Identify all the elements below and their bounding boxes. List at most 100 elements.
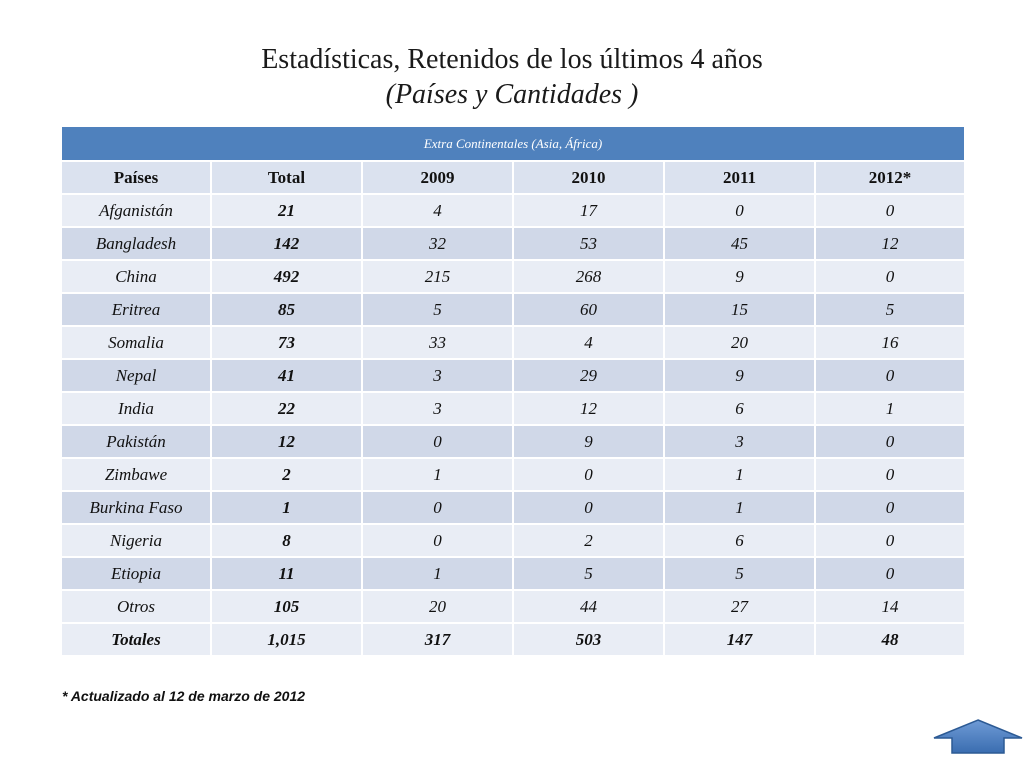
cell-total: 142 [210,226,363,261]
cell-country: Otros [60,589,212,624]
cell-2011: 20 [663,325,816,360]
cell-country: India [60,391,212,426]
cell-2009: 215 [361,259,514,294]
cell-country: Nepal [60,358,212,393]
footnote: * Actualizado al 12 de marzo de 2012 [62,688,306,704]
table-row: Afganistán 21 4 17 0 0 [60,193,966,228]
table-row: Nepal 41 3 29 9 0 [60,358,966,393]
table-row: Pakistán 12 0 9 3 0 [60,424,966,459]
cell-2009: 0 [361,523,514,558]
cell-2012: 0 [814,523,966,558]
cell-country: Burkina Faso [60,490,212,525]
table-header-row: Países Total 2009 2010 2011 2012* [60,160,966,195]
cell-2010: 12 [512,391,665,426]
cell-2010: 17 [512,193,665,228]
cell-2012: 5 [814,292,966,327]
cell-2009: 4 [361,193,514,228]
cell-country: China [60,259,212,294]
header-total: Total [210,160,363,195]
cell-country: Afganistán [60,193,212,228]
cell-total: 105 [210,589,363,624]
cell-2010: 9 [512,424,665,459]
table-row: Burkina Faso 1 0 0 1 0 [60,490,966,525]
cell-2010: 60 [512,292,665,327]
cell-2010: 29 [512,358,665,393]
cell-2009: 5 [361,292,514,327]
cell-2009: 1 [361,457,514,492]
cell-2012: 14 [814,589,966,624]
cell-2010: 4 [512,325,665,360]
cell-2012: 16 [814,325,966,360]
cell-2011: 9 [663,358,816,393]
cell-country: Etiopia [60,556,212,591]
table-row: Nigeria 8 0 2 6 0 [60,523,966,558]
header-2009: 2009 [361,160,514,195]
cell-2012: 0 [814,193,966,228]
title-line-2: (Países y Cantidades ) [385,79,639,110]
statistics-table: Extra Continentales (Asia, África) Paíse… [60,125,966,657]
cell-2011: 1 [663,457,816,492]
cell-country: Somalia [60,325,212,360]
cell-2012: 0 [814,556,966,591]
up-arrow-icon [933,719,1023,754]
cell-2011: 0 [663,193,816,228]
cell-2009: 3 [361,358,514,393]
header-paises: Países [60,160,212,195]
totals-2012: 48 [814,622,966,657]
totals-2009: 317 [361,622,514,657]
cell-2009: 1 [361,556,514,591]
cell-2012: 0 [814,259,966,294]
cell-2009: 0 [361,490,514,525]
cell-total: 8 [210,523,363,558]
cell-total: 85 [210,292,363,327]
table-row: Otros 105 20 44 27 14 [60,589,966,624]
cell-country: Zimbawe [60,457,212,492]
cell-2011: 1 [663,490,816,525]
cell-2012: 0 [814,424,966,459]
cell-2011: 45 [663,226,816,261]
cell-2009: 33 [361,325,514,360]
up-arrow-button[interactable] [932,718,1024,754]
table-row: China 492 215 268 9 0 [60,259,966,294]
cell-total: 1 [210,490,363,525]
totals-label: Totales [60,622,212,657]
header-2010: 2010 [512,160,665,195]
cell-2009: 20 [361,589,514,624]
cell-total: 2 [210,457,363,492]
table-body: Afganistán 21 4 17 0 0 Bangladesh 142 32 53 45 12 Ch… [60,193,966,624]
cell-2012: 12 [814,226,966,261]
cell-2011: 6 [663,523,816,558]
cell-2011: 9 [663,259,816,294]
cell-2011: 27 [663,589,816,624]
cell-2012: 0 [814,358,966,393]
cell-country: Nigeria [60,523,212,558]
cell-total: 11 [210,556,363,591]
table-row: Etiopia 11 1 5 5 0 [60,556,966,591]
title-line-1: Estadísticas, Retenidos de los últimos 4… [261,44,763,75]
totals-2011: 147 [663,622,816,657]
cell-2012: 0 [814,490,966,525]
cell-2011: 6 [663,391,816,426]
cell-2010: 44 [512,589,665,624]
header-2012: 2012* [814,160,966,195]
cell-total: 12 [210,424,363,459]
totals-total: 1,015 [210,622,363,657]
cell-2009: 3 [361,391,514,426]
cell-total: 73 [210,325,363,360]
cell-total: 21 [210,193,363,228]
cell-2012: 0 [814,457,966,492]
totals-row: Totales 1,015 317 503 147 48 [60,622,966,657]
slide-title: Estadísticas, Retenidos de los últimos 4… [0,42,1024,112]
cell-2009: 0 [361,424,514,459]
cell-2010: 268 [512,259,665,294]
table-row: India 22 3 12 6 1 [60,391,966,426]
totals-2010: 503 [512,622,665,657]
cell-2010: 0 [512,490,665,525]
cell-2009: 32 [361,226,514,261]
cell-2010: 53 [512,226,665,261]
cell-country: Bangladesh [60,226,212,261]
table-banner: Extra Continentales (Asia, África) [60,125,966,162]
cell-total: 492 [210,259,363,294]
cell-2011: 15 [663,292,816,327]
cell-2012: 1 [814,391,966,426]
